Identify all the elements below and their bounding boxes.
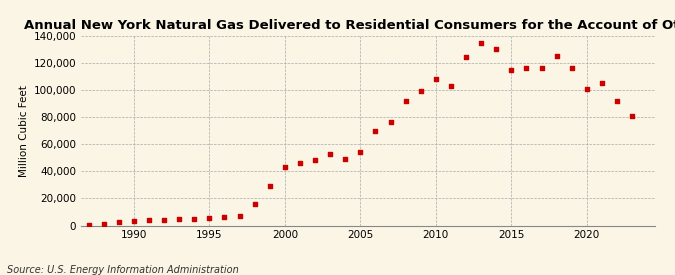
Point xyxy=(400,99,411,103)
Point xyxy=(476,40,487,45)
Point xyxy=(265,184,275,188)
Point xyxy=(189,216,200,221)
Point xyxy=(491,47,502,51)
Point xyxy=(173,217,184,221)
Point xyxy=(370,128,381,133)
Point xyxy=(566,66,577,70)
Point xyxy=(310,158,321,163)
Point xyxy=(626,114,637,118)
Point xyxy=(597,81,608,85)
Point xyxy=(506,67,517,72)
Point xyxy=(234,214,245,218)
Point xyxy=(415,89,426,94)
Point xyxy=(612,99,622,103)
Point xyxy=(325,152,335,156)
Point xyxy=(521,66,532,70)
Point xyxy=(446,84,456,88)
Point xyxy=(249,202,260,206)
Point xyxy=(581,86,592,91)
Point xyxy=(159,218,169,222)
Point xyxy=(128,219,139,223)
Point xyxy=(431,77,441,81)
Point xyxy=(204,216,215,220)
Point xyxy=(279,165,290,169)
Point xyxy=(83,223,94,227)
Point xyxy=(294,161,305,165)
Point xyxy=(144,218,155,222)
Point xyxy=(385,120,396,125)
Point xyxy=(113,220,124,224)
Point xyxy=(99,222,109,226)
Point xyxy=(219,214,230,219)
Text: Source: U.S. Energy Information Administration: Source: U.S. Energy Information Administ… xyxy=(7,265,238,275)
Point xyxy=(460,55,471,60)
Point xyxy=(536,66,547,70)
Point xyxy=(355,150,366,155)
Point xyxy=(551,54,562,58)
Point xyxy=(340,157,350,161)
Title: Annual New York Natural Gas Delivered to Residential Consumers for the Account o: Annual New York Natural Gas Delivered to… xyxy=(24,19,675,32)
Y-axis label: Million Cubic Feet: Million Cubic Feet xyxy=(20,85,29,177)
